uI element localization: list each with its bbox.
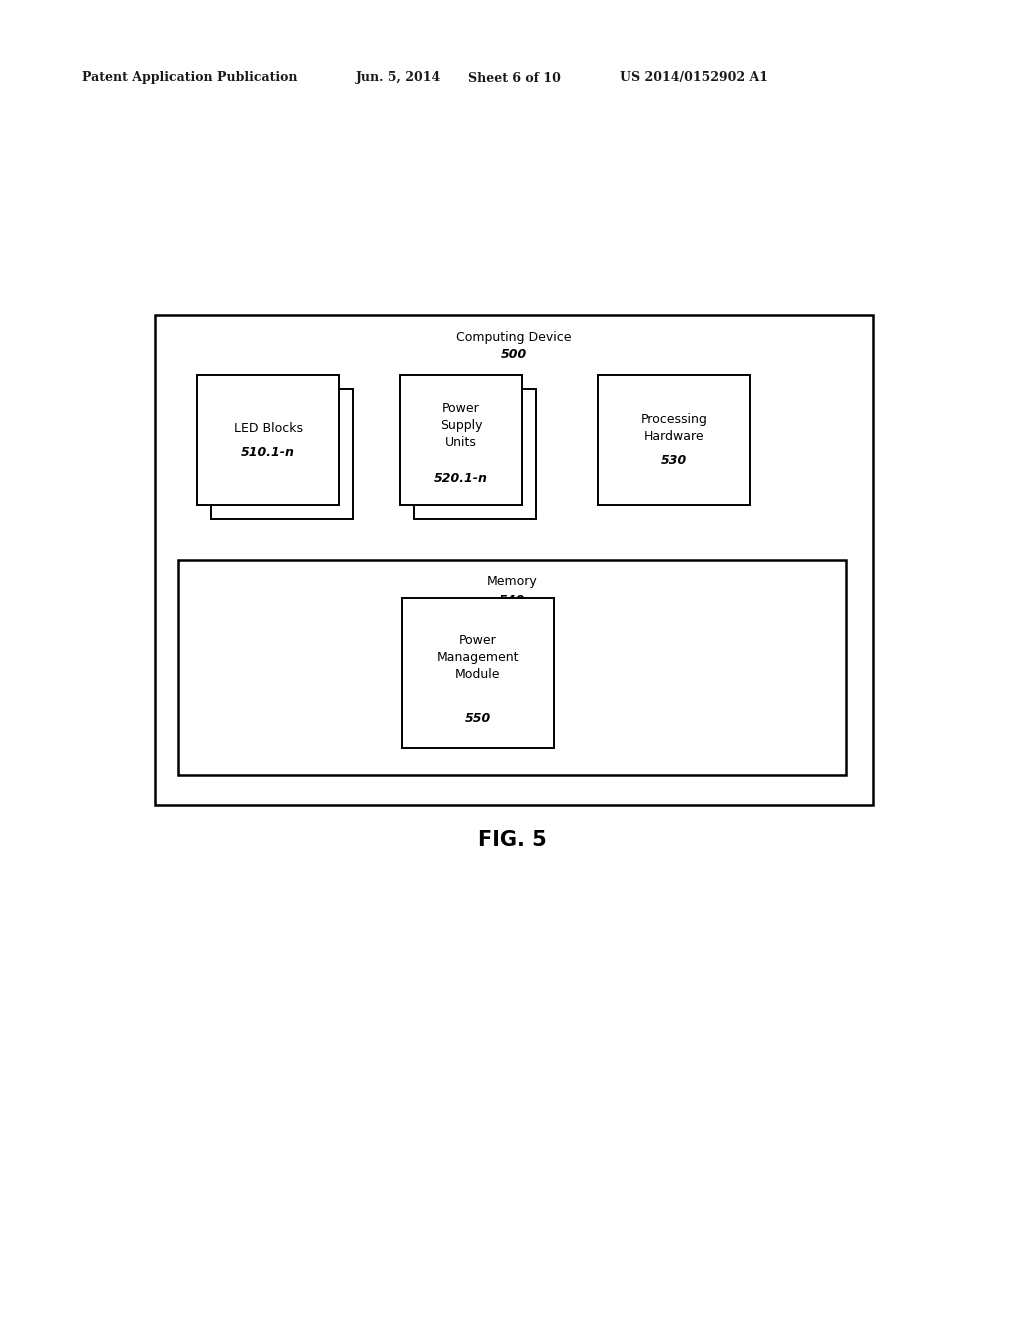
Text: Patent Application Publication: Patent Application Publication <box>82 71 298 84</box>
Text: 500: 500 <box>501 348 527 362</box>
Bar <box>178 560 846 775</box>
Bar <box>414 389 536 519</box>
Text: LED Blocks: LED Blocks <box>233 421 302 434</box>
Bar <box>155 315 873 805</box>
Bar <box>598 375 750 506</box>
Text: Memory: Memory <box>486 576 538 589</box>
Bar <box>400 375 522 506</box>
Text: 510.1-n: 510.1-n <box>241 446 295 458</box>
Text: Sheet 6 of 10: Sheet 6 of 10 <box>468 71 561 84</box>
Bar <box>211 389 353 519</box>
Text: 520.1-n: 520.1-n <box>434 471 488 484</box>
Text: 530: 530 <box>660 454 687 466</box>
Text: Power
Management
Module: Power Management Module <box>437 635 519 681</box>
Bar <box>197 375 339 506</box>
Text: 550: 550 <box>465 711 492 725</box>
Text: Computing Device: Computing Device <box>457 330 571 343</box>
Text: Jun. 5, 2014: Jun. 5, 2014 <box>356 71 441 84</box>
Text: 540: 540 <box>499 594 525 606</box>
Text: FIG. 5: FIG. 5 <box>477 830 547 850</box>
Text: Processing
Hardware: Processing Hardware <box>641 413 708 444</box>
Text: US 2014/0152902 A1: US 2014/0152902 A1 <box>620 71 768 84</box>
Bar <box>402 598 554 748</box>
Text: Power
Supply
Units: Power Supply Units <box>439 403 482 450</box>
